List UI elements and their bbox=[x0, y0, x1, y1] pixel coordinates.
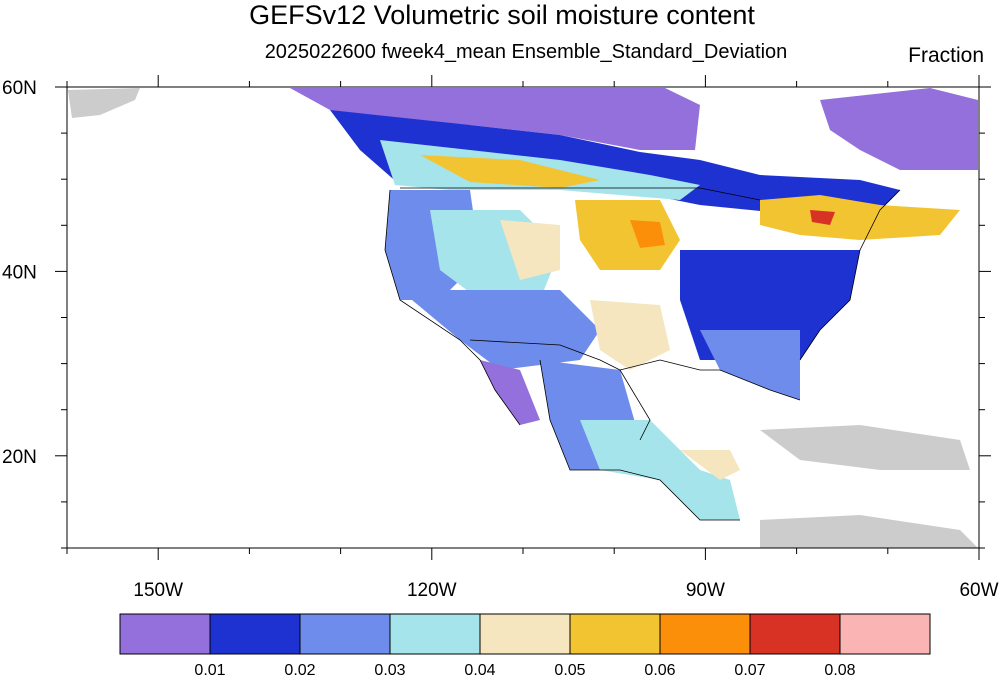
region-plains bbox=[575, 200, 680, 270]
region-southwest bbox=[400, 290, 600, 370]
coastline-west bbox=[384, 189, 521, 426]
colorbar-label: 0.07 bbox=[734, 662, 765, 679]
colorbar-label: 0.01 bbox=[194, 662, 225, 679]
region-prairie-orange bbox=[420, 155, 600, 188]
region-great-lakes-red bbox=[810, 210, 835, 225]
x-tick-label: 90W bbox=[686, 580, 725, 601]
region-rockies-orange bbox=[500, 220, 560, 280]
y-tick-label: 20N bbox=[2, 447, 37, 468]
colorbar: 0.01 0.02 0.03 0.04 0.05 0.06 0.07 0.08 bbox=[119, 613, 931, 679]
colorbar-label: 0.03 bbox=[374, 662, 405, 679]
colorbar-swatch bbox=[659, 613, 751, 655]
y-tick-label: 40N bbox=[2, 262, 37, 283]
region-plains-red bbox=[630, 220, 665, 248]
region-canada-north bbox=[290, 88, 700, 150]
colorbar-swatch bbox=[479, 613, 571, 655]
region-alaska bbox=[68, 88, 140, 118]
region-south-america bbox=[760, 515, 978, 548]
x-tick-label: 60W bbox=[959, 580, 998, 601]
border-us-mexico bbox=[469, 339, 621, 371]
colorbar-swatch bbox=[389, 613, 481, 655]
x-tick-label: 120W bbox=[407, 580, 457, 601]
map-title: GEFSv12 Volumetric soil moisture content bbox=[249, 0, 755, 30]
map-outlines bbox=[384, 187, 901, 521]
units-label: Fraction bbox=[908, 44, 984, 67]
region-mexico-south bbox=[580, 420, 740, 520]
y-axis-labels: 60N 40N 20N bbox=[2, 78, 37, 468]
field-layer bbox=[68, 88, 978, 548]
colorbar-swatch bbox=[119, 613, 211, 655]
region-caribbean-nd bbox=[760, 425, 970, 470]
colorbar-swatch bbox=[749, 613, 841, 655]
coastline-gulf bbox=[619, 359, 801, 441]
y-tick-label: 60N bbox=[2, 78, 37, 99]
border-us-canada bbox=[400, 187, 761, 201]
x-tick-label: 150W bbox=[133, 580, 183, 601]
region-canada-east bbox=[820, 88, 978, 170]
coastline-mexico bbox=[539, 359, 740, 521]
region-baja bbox=[480, 360, 540, 425]
coastline-east bbox=[799, 189, 901, 361]
colorbar-swatch bbox=[569, 613, 661, 655]
region-southeast bbox=[700, 330, 800, 400]
colorbar-swatch bbox=[299, 613, 391, 655]
colorbar-label: 0.05 bbox=[554, 662, 585, 679]
colorbar-swatch bbox=[839, 613, 931, 655]
region-southern-plains bbox=[590, 300, 670, 370]
region-canada-south bbox=[330, 110, 900, 215]
colorbar-label: 0.08 bbox=[824, 662, 855, 679]
region-yucatan bbox=[680, 450, 740, 480]
region-great-lakes bbox=[760, 195, 960, 240]
axis-ticks bbox=[55, 75, 991, 560]
colorbar-label: 0.04 bbox=[464, 662, 495, 679]
colorbar-swatch bbox=[209, 613, 301, 655]
map-subtitle: 2025022600 fweek4_mean Ensemble_Standard… bbox=[264, 41, 788, 63]
colorbar-label: 0.06 bbox=[644, 662, 675, 679]
colorbar-label: 0.02 bbox=[284, 662, 315, 679]
x-axis-labels: 150W 120W 90W 60W bbox=[133, 580, 998, 601]
